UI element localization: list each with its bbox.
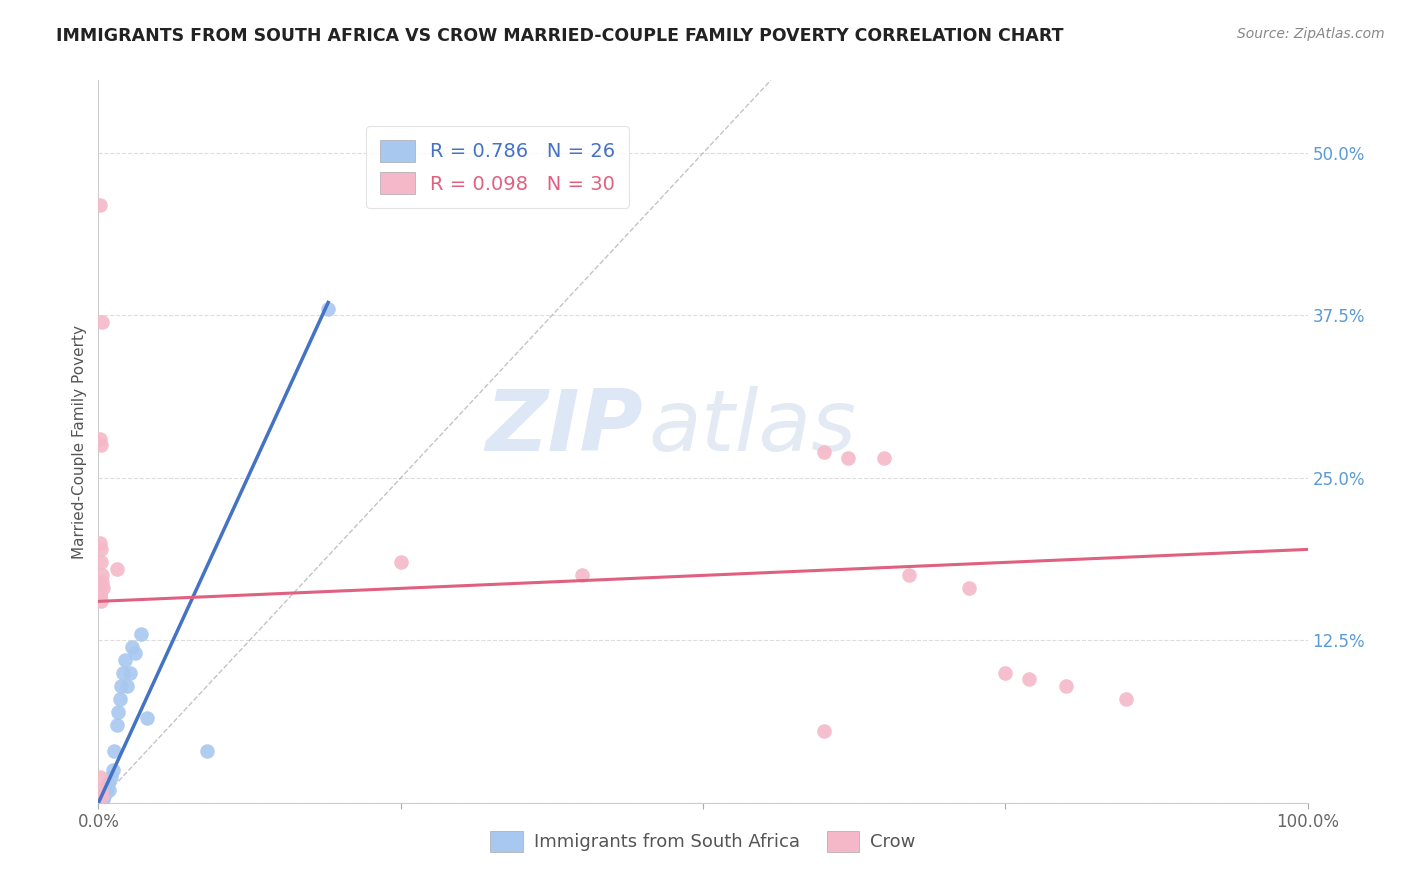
- Point: [90, 782, 112, 797]
- Point: [571, 568, 593, 582]
- Point: [108, 691, 131, 706]
- Point: [124, 646, 146, 660]
- Point: [957, 582, 980, 596]
- Point: [89, 770, 111, 784]
- Point: [89, 432, 111, 446]
- Point: [93, 789, 115, 804]
- Point: [994, 665, 1017, 680]
- Point: [91, 568, 114, 582]
- Point: [89, 588, 111, 602]
- Point: [101, 764, 124, 778]
- Point: [837, 451, 859, 466]
- Point: [316, 301, 339, 316]
- Point: [105, 562, 128, 576]
- Point: [873, 451, 896, 466]
- Point: [91, 792, 114, 806]
- Point: [110, 679, 132, 693]
- Point: [89, 536, 111, 550]
- Point: [121, 640, 143, 654]
- Point: [90, 542, 112, 557]
- Point: [91, 792, 114, 806]
- Point: [100, 770, 122, 784]
- Point: [94, 785, 117, 799]
- Point: [1115, 691, 1137, 706]
- Text: ZIP: ZIP: [485, 385, 643, 468]
- Point: [1018, 673, 1040, 687]
- Point: [91, 582, 114, 596]
- Point: [96, 780, 118, 795]
- Point: [389, 555, 412, 569]
- Point: [129, 627, 152, 641]
- Point: [97, 776, 120, 790]
- Point: [114, 653, 136, 667]
- Point: [90, 789, 112, 804]
- Point: [897, 568, 920, 582]
- Point: [105, 718, 128, 732]
- Point: [1054, 679, 1077, 693]
- Point: [813, 724, 835, 739]
- Point: [90, 438, 112, 452]
- Point: [90, 594, 112, 608]
- Point: [89, 789, 111, 804]
- Point: [103, 744, 125, 758]
- Point: [89, 588, 111, 602]
- Text: Source: ZipAtlas.com: Source: ZipAtlas.com: [1237, 27, 1385, 41]
- Point: [89, 198, 111, 212]
- Point: [195, 744, 218, 758]
- Point: [98, 782, 121, 797]
- Text: atlas: atlas: [648, 385, 856, 468]
- Point: [813, 445, 835, 459]
- Point: [118, 665, 141, 680]
- Legend: Immigrants from South Africa, Crow: Immigrants from South Africa, Crow: [484, 823, 922, 859]
- Point: [89, 582, 111, 596]
- Point: [91, 789, 114, 804]
- Y-axis label: Married-Couple Family Poverty: Married-Couple Family Poverty: [72, 325, 87, 558]
- Point: [107, 705, 129, 719]
- Point: [111, 665, 134, 680]
- Point: [117, 679, 139, 693]
- Point: [91, 574, 114, 589]
- Point: [90, 555, 112, 569]
- Point: [91, 315, 114, 329]
- Point: [135, 711, 157, 725]
- Text: IMMIGRANTS FROM SOUTH AFRICA VS CROW MARRIED-COUPLE FAMILY POVERTY CORRELATION C: IMMIGRANTS FROM SOUTH AFRICA VS CROW MAR…: [56, 27, 1064, 45]
